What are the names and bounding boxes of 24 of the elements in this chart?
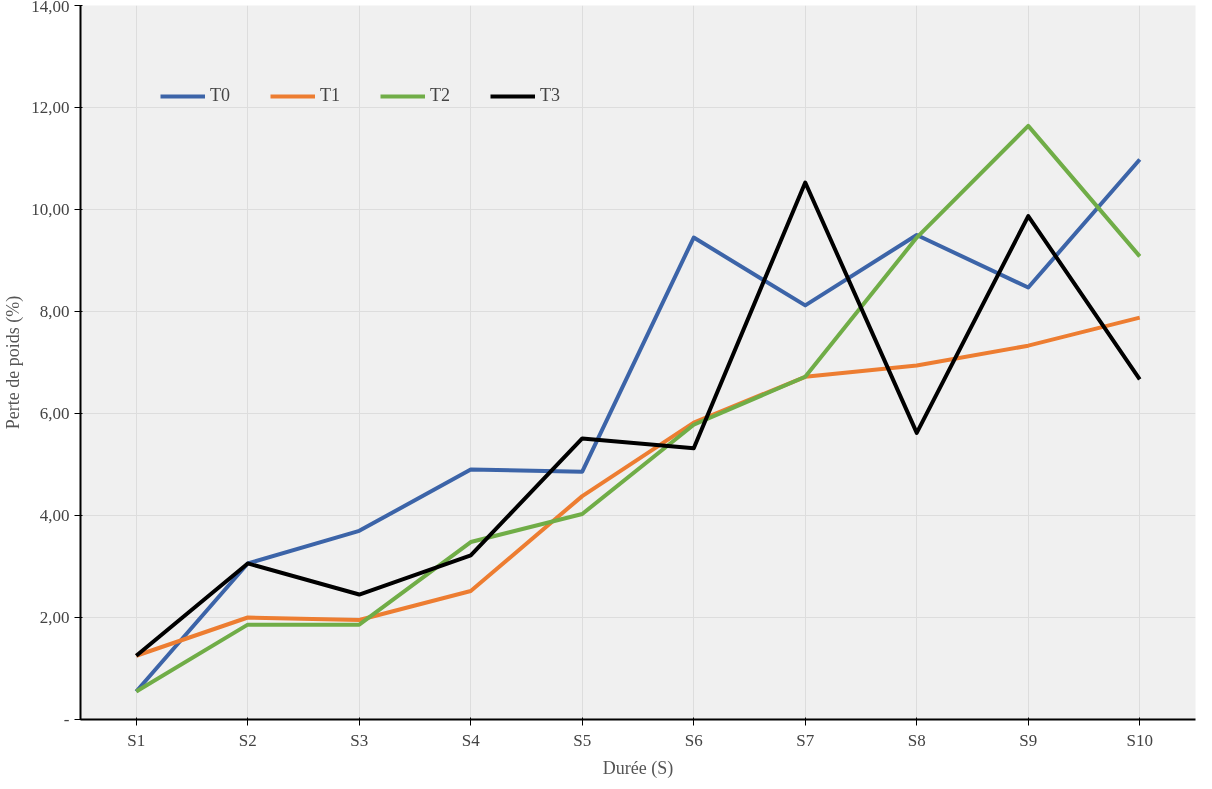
x-tick-label: S2	[238, 730, 257, 750]
y-axis-title: Perte de poids (%)	[3, 295, 25, 430]
y-tick-label: 4,00	[39, 506, 70, 525]
x-tick-label: S10	[1126, 730, 1153, 750]
legend-label: T0	[210, 85, 230, 106]
y-tick-label: 8,00	[39, 302, 70, 321]
y-tick-label: 14,00	[31, 0, 70, 16]
x-tick-label: S5	[573, 730, 592, 750]
y-tick-label: 6,00	[39, 404, 70, 423]
x-axis-title: Durée (S)	[602, 757, 674, 779]
x-tick-label: S9	[1019, 730, 1038, 750]
x-tick-label: S1	[127, 730, 146, 750]
y-tick-label: -	[63, 710, 70, 729]
legend-label: T1	[320, 85, 340, 106]
legend-label: T3	[540, 85, 560, 106]
x-tick-label: S7	[796, 730, 815, 750]
x-tick-label: S8	[907, 730, 926, 750]
y-tick-label: 10,00	[31, 200, 70, 219]
x-tick-label: S4	[461, 730, 481, 750]
y-tick-label: 12,00	[31, 98, 70, 117]
y-tick-label: 2,00	[39, 608, 70, 627]
legend-label: T2	[430, 85, 450, 106]
x-tick-label: S3	[350, 730, 369, 750]
x-tick-label: S6	[684, 730, 703, 750]
